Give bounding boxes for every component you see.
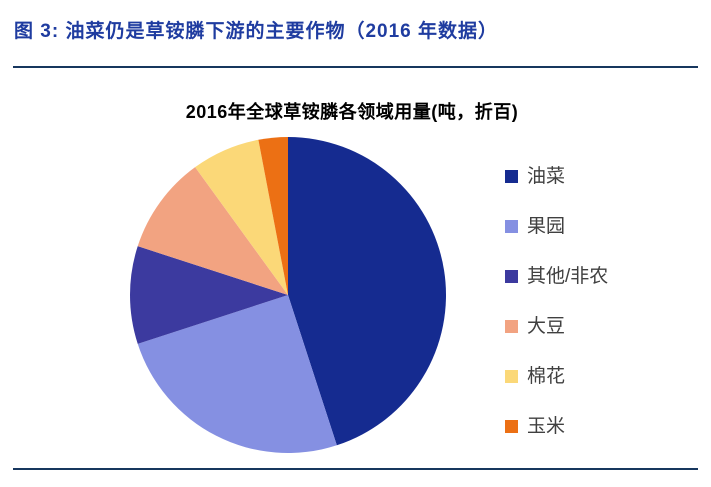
pie-chart xyxy=(129,137,447,454)
legend-swatch xyxy=(505,170,518,183)
legend-label: 果园 xyxy=(527,216,566,237)
chart-legend: 油菜果园其他/非农大豆棉花玉米 xyxy=(505,165,608,438)
pie-slice-0 xyxy=(288,137,447,446)
legend-label: 玉米 xyxy=(527,416,566,437)
bottom-divider xyxy=(13,468,698,470)
pie-slice-5 xyxy=(258,137,288,295)
legend-swatch xyxy=(505,370,518,383)
legend-label: 大豆 xyxy=(527,316,566,337)
figure-title: 图 3: 油菜仍是草铵膦下游的主要作物（2016 年数据） xyxy=(14,21,498,42)
legend-label: 棉花 xyxy=(527,366,566,387)
top-divider xyxy=(13,66,698,68)
legend-swatch xyxy=(505,420,518,433)
legend-item: 果园 xyxy=(505,215,608,238)
legend-item: 其他/非农 xyxy=(505,265,608,288)
pie-slice-4 xyxy=(195,139,288,295)
pie-slice-3 xyxy=(137,167,288,295)
legend-item: 棉花 xyxy=(505,365,608,388)
legend-swatch xyxy=(505,320,518,333)
legend-label: 其他/非农 xyxy=(527,266,609,287)
legend-item: 油菜 xyxy=(505,165,608,188)
legend-item: 玉米 xyxy=(505,415,608,438)
pie-slice-2 xyxy=(129,246,288,344)
legend-swatch xyxy=(505,220,518,233)
legend-item: 大豆 xyxy=(505,315,608,338)
legend-label: 油菜 xyxy=(527,166,566,187)
legend-swatch xyxy=(505,270,518,283)
chart-title: 2016年全球草铵膦各领域用量(吨，折百) xyxy=(185,102,519,122)
pie-slice-1 xyxy=(137,295,337,454)
